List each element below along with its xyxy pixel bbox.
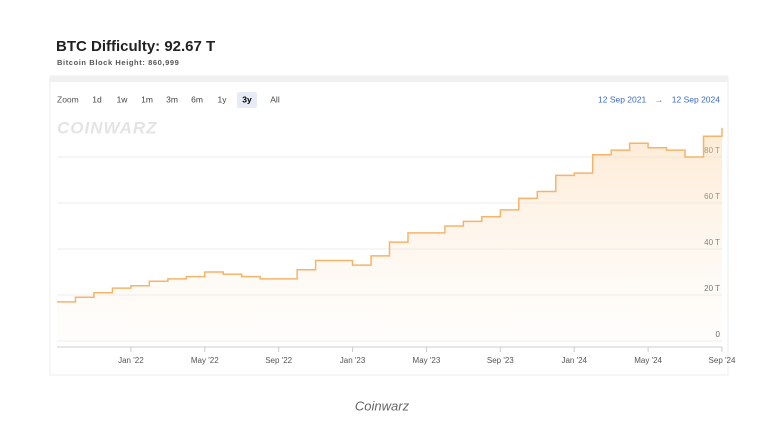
subtitle: Bitcoin Block Height: 860,999 (57, 58, 179, 67)
line (57, 127, 723, 303)
x-tick-label: May '23 (413, 356, 441, 365)
caption: Coinwarz (355, 398, 410, 413)
zoom-button[interactable]: 3m (166, 94, 178, 104)
zoom-button-bg (237, 92, 257, 108)
title: BTC Difficulty: 92.67 T (56, 38, 215, 55)
zoom-button[interactable]: 1y (218, 94, 228, 104)
x-tick-label: May '22 (191, 356, 219, 365)
x-tick-label: Jan '23 (340, 356, 366, 365)
watermark: COINWARZ (57, 118, 158, 137)
zoom-button[interactable]: All (270, 94, 280, 104)
zoom-button[interactable]: 6m (191, 94, 203, 104)
zoom-button[interactable]: 3y (242, 94, 252, 104)
x-tick-label: May '24 (634, 356, 662, 365)
zoom-button[interactable]: 1w (117, 94, 129, 104)
zoom-label: Zoom (57, 94, 79, 104)
x-tick-label: Sep '22 (265, 356, 292, 365)
range-end: 12 Sep 2024 (672, 94, 720, 104)
zoom-button[interactable]: 1m (141, 94, 153, 104)
x-tick-label: Jan '22 (118, 356, 144, 365)
x-tick-label: Jan '24 (561, 356, 587, 365)
range-start: 12 Sep 2021 (598, 94, 646, 104)
range-separator: → (655, 94, 664, 104)
x-tick-label: Sep '23 (487, 356, 514, 365)
panel-top (50, 76, 728, 82)
zoom-button[interactable]: 1d (92, 94, 102, 104)
x-tick-label: Sep '24 (709, 356, 736, 365)
